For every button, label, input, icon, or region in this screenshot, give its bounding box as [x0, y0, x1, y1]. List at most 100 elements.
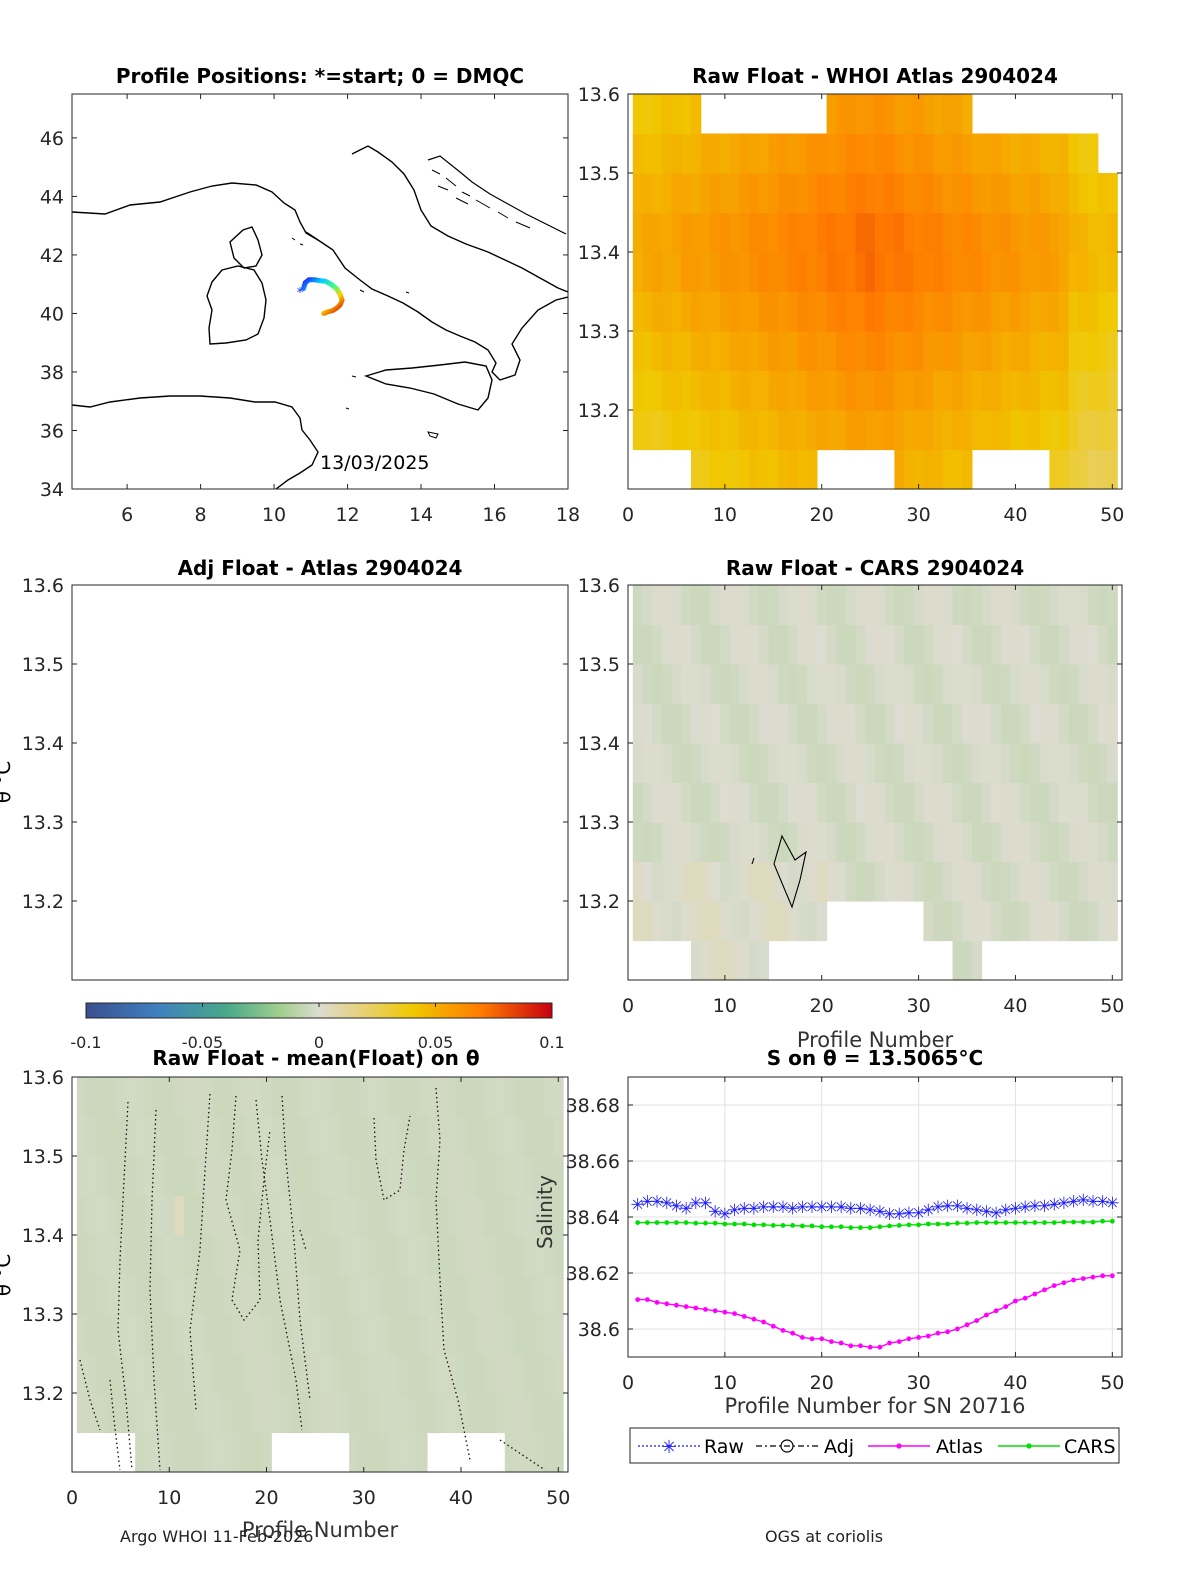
heatmap-cell — [106, 1235, 117, 1276]
heatmap-cell — [427, 1314, 438, 1355]
heatmap-cell — [787, 743, 799, 784]
heatmap-cell — [446, 1393, 457, 1434]
heatmap-cell — [962, 822, 973, 863]
heatmap-cell — [339, 1195, 350, 1236]
heatmap-cell — [407, 1077, 418, 1118]
raw-point: ✳ — [882, 1205, 896, 1225]
heatmap-cell — [865, 291, 876, 332]
heatmap-cell — [816, 133, 828, 174]
heatmap-cell — [1000, 370, 1012, 411]
heatmap-cell — [329, 1274, 340, 1315]
heatmap-cell — [1078, 410, 1089, 451]
heatmap-cell — [894, 822, 905, 863]
heatmap-cell — [875, 410, 886, 451]
series-line-raw — [637, 1199, 1113, 1215]
heatmap-cell — [787, 585, 799, 626]
heatmap-cell — [475, 1274, 486, 1315]
atlas-point — [799, 1335, 805, 1340]
heatmap-cell — [203, 1116, 214, 1157]
heatmap-cell — [1020, 212, 1031, 253]
heatmap-cell — [427, 1274, 438, 1315]
cars-point — [683, 1220, 689, 1225]
heatmap-cell — [894, 212, 905, 253]
heatmap-cell — [417, 1353, 428, 1394]
atlas-point — [683, 1304, 689, 1309]
heatmap-cell — [642, 370, 653, 411]
heatmap-cell — [962, 331, 973, 372]
heatmap-cell — [436, 1314, 447, 1355]
heatmap-cell — [971, 901, 983, 942]
heatmap-cell — [758, 370, 770, 411]
heatmap-cell — [504, 1393, 516, 1434]
heatmap-cell — [671, 212, 682, 253]
y-tick-label: 34 — [40, 479, 64, 501]
whoi-title: Raw Float - WHOI Atlas 2904024 — [692, 64, 1058, 88]
cars-point — [1042, 1220, 1047, 1225]
heatmap-cell — [135, 1156, 146, 1197]
cars-point — [887, 1223, 892, 1229]
heatmap-cell — [661, 133, 673, 174]
heatmap-cell — [242, 1195, 253, 1236]
heatmap-cell — [320, 1195, 331, 1236]
heatmap-cell — [642, 173, 653, 214]
map-panel: Profile Positions: *=start; 0 = DMQC * 1… — [40, 64, 580, 526]
heatmap-cell — [543, 1353, 554, 1394]
raw-point: ✳ — [660, 1194, 674, 1214]
heatmap-cell — [203, 1195, 214, 1236]
heatmap-cell — [1049, 822, 1060, 863]
heatmap-cell — [1088, 370, 1099, 411]
raw-point: ✳ — [727, 1201, 741, 1221]
heatmap-cell — [875, 94, 886, 135]
heatmap-cell — [242, 1353, 253, 1394]
heatmap-cell — [904, 252, 915, 293]
heatmap-cell — [749, 861, 760, 902]
heatmap-cell — [652, 901, 663, 942]
heatmap-cell — [681, 133, 692, 174]
heatmap-cell — [261, 1156, 272, 1197]
heatmap-cell — [144, 1314, 156, 1355]
heatmap-cell — [174, 1393, 185, 1434]
heatmap-cell — [836, 782, 847, 823]
heatmap-cell — [816, 782, 828, 823]
atlas-point — [896, 1339, 902, 1344]
heatmap-cell — [720, 901, 731, 942]
heatmap-cell — [553, 1432, 564, 1473]
heatmap-cell — [768, 624, 779, 665]
heatmap-cell — [485, 1116, 496, 1157]
x-tick-label: 10 — [713, 995, 737, 1017]
heatmap-cell — [1039, 743, 1050, 784]
heatmap-cell — [242, 1077, 253, 1118]
cars-point — [848, 1225, 854, 1231]
heatmap-cell — [652, 173, 663, 214]
heatmap-cell — [981, 782, 992, 823]
heatmap-cell — [1020, 703, 1031, 744]
heatmap-cell — [904, 133, 915, 174]
heatmap-cell — [1097, 370, 1109, 411]
heatmap-cell — [720, 940, 731, 981]
heatmap-cell — [154, 1195, 165, 1236]
heatmap-cell — [1068, 410, 1079, 451]
heatmap-cell — [310, 1235, 321, 1276]
raw-point: ✳ — [834, 1198, 848, 1218]
heatmap-cell — [758, 901, 770, 942]
heatmap-cell — [261, 1393, 272, 1434]
heatmap-cell — [787, 173, 799, 214]
footer-left: Argo WHOI 11-Feb-2026 — [120, 1527, 314, 1546]
heatmap-cell — [251, 1432, 263, 1473]
heatmap-cell — [203, 1077, 214, 1118]
y-tick-label: 13.4 — [22, 733, 64, 755]
heatmap-cell — [904, 331, 915, 372]
heatmap-cell — [826, 94, 837, 135]
heatmap-cell — [1078, 743, 1089, 784]
cars-point — [1109, 1218, 1115, 1224]
heatmap-cell — [971, 331, 983, 372]
heatmap-cell — [465, 1393, 477, 1434]
heatmap-cell — [495, 1274, 506, 1315]
heatmap-cell — [504, 1116, 516, 1157]
heatmap-cell — [875, 291, 886, 332]
heatmap-cell — [1039, 822, 1050, 863]
heatmap-cell — [758, 703, 770, 744]
heatmap-cell — [534, 1274, 545, 1315]
heatmap-cell — [884, 861, 895, 902]
heatmap-cell — [865, 861, 876, 902]
